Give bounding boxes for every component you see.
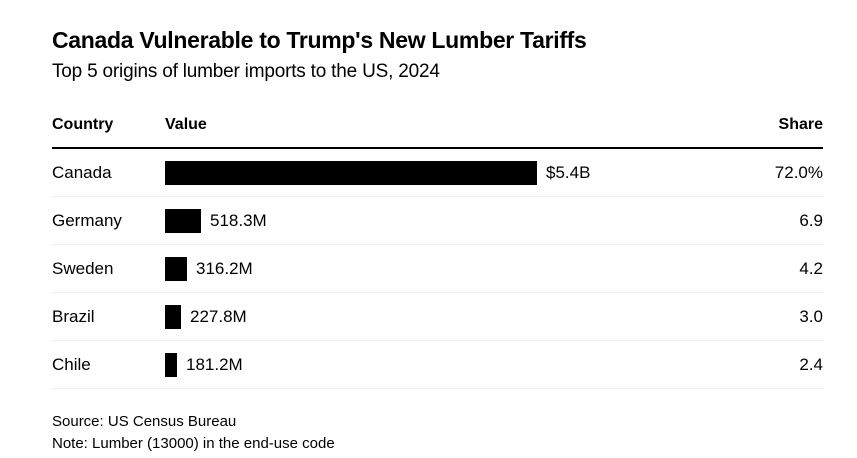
share-label: 3.0: [799, 306, 823, 326]
country-label: Sweden: [52, 258, 114, 278]
share-label: 6.9: [799, 210, 823, 230]
country-label: Canada: [52, 162, 112, 182]
column-header-value: Value: [165, 116, 207, 133]
chart-subtitle: Top 5 origins of lumber imports to the U…: [52, 61, 440, 82]
value-cell: 316.2M: [165, 256, 743, 281]
source-note: Source: US Census Bureau: [52, 413, 237, 430]
methodology-note: Note: Lumber (13000) in the end-use code: [52, 435, 335, 452]
table-row: Sweden 316.2M 4.2: [52, 245, 823, 293]
share-label: 2.4: [799, 354, 823, 374]
value-bar: [165, 208, 201, 233]
footer: Source: US Census Bureau Note: Lumber (1…: [52, 411, 823, 455]
column-header-country: Country: [52, 116, 114, 133]
value-label: 518.3M: [210, 210, 267, 230]
chart-title: Canada Vulnerable to Trump's New Lumber …: [52, 27, 587, 53]
table-row: Canada $5.4B 72.0%: [52, 149, 823, 197]
value-bar: [165, 256, 187, 281]
value-bar: [165, 160, 537, 185]
table-row: Germany 518.3M 6.9: [52, 197, 823, 245]
country-label: Brazil: [52, 306, 95, 326]
value-label: $5.4B: [546, 162, 591, 182]
country-label: Chile: [52, 354, 91, 374]
value-label: 227.8M: [190, 306, 247, 326]
share-label: 72.0%: [774, 162, 823, 182]
value-bar: [165, 304, 181, 329]
value-cell: 227.8M: [165, 304, 743, 329]
table-row: Brazil 227.8M 3.0: [52, 293, 823, 341]
value-label: 181.2M: [186, 354, 243, 374]
value-cell: 181.2M: [165, 352, 743, 377]
column-header-share: Share: [778, 116, 823, 133]
value-label: 316.2M: [196, 258, 253, 278]
value-cell: 518.3M: [165, 208, 743, 233]
value-bar: [165, 352, 177, 377]
value-cell: $5.4B: [165, 160, 743, 185]
table-header-row: Country Value Share: [52, 115, 823, 149]
country-label: Germany: [52, 210, 122, 230]
share-label: 4.2: [799, 258, 823, 278]
table-row: Chile 181.2M 2.4: [52, 341, 823, 389]
data-table: Country Value Share Canada $5.4B 72.0% G…: [52, 115, 823, 389]
